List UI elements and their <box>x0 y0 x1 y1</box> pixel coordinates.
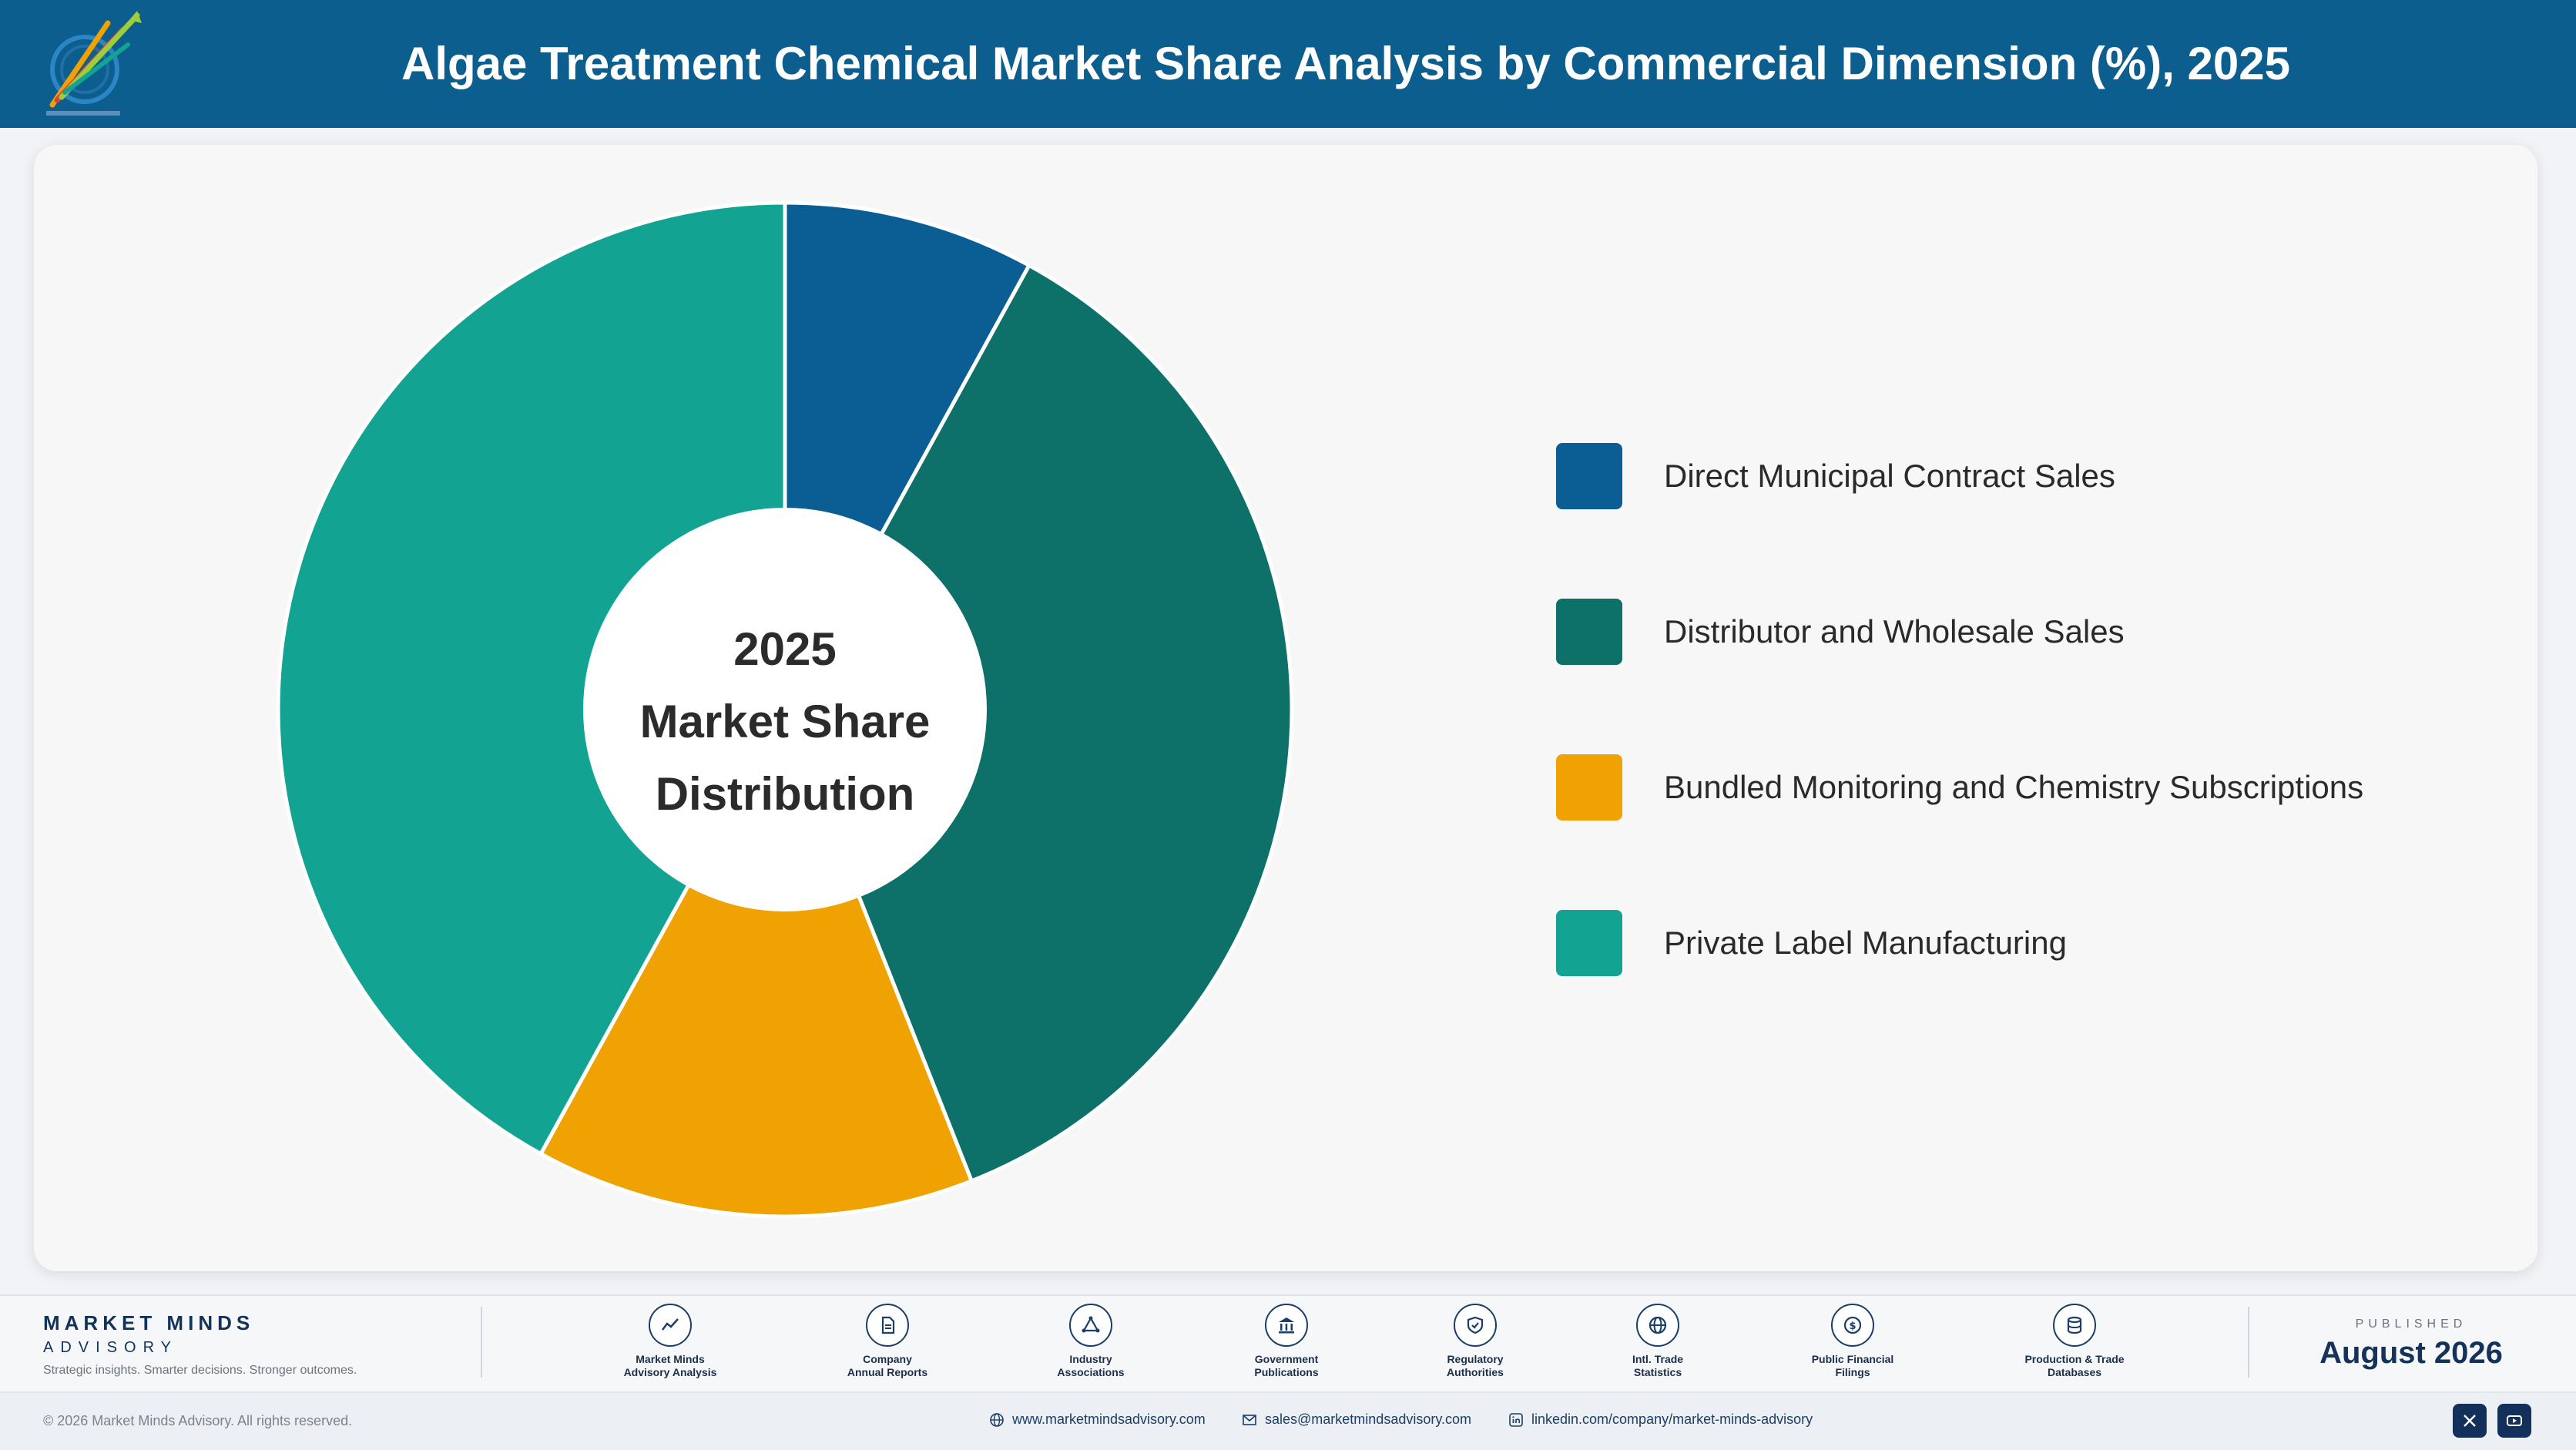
email-text: sales@marketmindsadvisory.com <box>1265 1411 1472 1427</box>
source-public-financial-filings: $ Public Financial Filings <box>1776 1304 1930 1379</box>
legend-label: Bundled Monitoring and Chemistry Subscri… <box>1664 769 2364 805</box>
chart-legend: Direct Municipal Contract Sales Distribu… <box>1556 443 2363 1066</box>
linkedin-icon <box>1509 1412 1523 1427</box>
source-company-reports: Company Annual Reports <box>810 1304 964 1379</box>
bottom-bar: © 2026 Market Minds Advisory. All rights… <box>0 1393 2576 1450</box>
source-regulatory-authorities: Regulatory Authorities <box>1398 1304 1552 1379</box>
copyright-text: © 2026 Market Minds Advisory. All rights… <box>43 1413 353 1428</box>
source-label-line2: Advisory Analysis <box>623 1366 717 1378</box>
source-label-line2: Associations <box>1057 1366 1125 1378</box>
source-label-line1: Intl. Trade <box>1632 1353 1684 1365</box>
source-trade-statistics: Intl. Trade Statistics <box>1581 1304 1735 1379</box>
legend-swatch <box>1556 754 1622 821</box>
source-label-line2: Databases <box>2047 1366 2102 1378</box>
document-icon <box>866 1304 909 1347</box>
center-label-line3: Distribution <box>656 768 915 820</box>
source-label-line2: Filings <box>1835 1366 1870 1378</box>
globe-icon <box>1636 1304 1679 1347</box>
legend-label: Private Label Manufacturing <box>1664 925 2067 961</box>
email-link[interactable]: sales@marketmindsadvisory.com <box>1242 1411 1471 1428</box>
source-label-line1: Government <box>1254 1353 1319 1365</box>
youtube-icon <box>2507 1415 2522 1426</box>
source-market-minds-analysis: Market Minds Advisory Analysis <box>593 1304 747 1379</box>
page-title: Algae Treatment Chemical Market Share An… <box>401 38 2291 89</box>
brand-name: MARKET MINDS <box>43 1311 255 1334</box>
brand-subtitle: ADVISORY <box>43 1339 178 1356</box>
linkedin-text: linkedin.com/company/market-minds-adviso… <box>1531 1411 1813 1427</box>
source-production-trade-databases: Production & Trade Databases <box>1997 1304 2152 1379</box>
donut-chart: 2025 Market Share Distribution <box>276 200 1294 1219</box>
source-label-line1: Regulatory <box>1447 1353 1504 1365</box>
globe-icon <box>990 1412 1004 1427</box>
company-logo <box>46 11 142 116</box>
trend-chart-icon <box>649 1304 692 1347</box>
legend-item-bundled-monitoring: Bundled Monitoring and Chemistry Subscri… <box>1556 754 2363 821</box>
website-link[interactable]: www.marketmindsadvisory.com <box>989 1411 1206 1428</box>
source-industry-associations: Industry Associations <box>1014 1304 1168 1379</box>
donut-slice-private-label-manufacturing <box>276 200 787 1157</box>
database-icon <box>2053 1304 2096 1347</box>
source-government-publications: Government Publications <box>1209 1304 1363 1379</box>
divider <box>2248 1307 2249 1378</box>
source-label-line1: Company <box>863 1353 912 1365</box>
legend-swatch <box>1556 910 1622 976</box>
shield-check-icon <box>1454 1304 1497 1347</box>
mail-icon <box>1243 1414 1256 1425</box>
donut-slice-distributor-and-wholesale-sales <box>783 262 1294 1184</box>
website-text: www.marketmindsadvisory.com <box>1012 1411 1206 1427</box>
source-label-line2: Publications <box>1254 1366 1319 1378</box>
legend-swatch <box>1556 599 1622 665</box>
footer: MARKET MINDS ADVISORY Strategic insights… <box>0 1294 2576 1393</box>
linkedin-link[interactable]: linkedin.com/company/market-minds-adviso… <box>1508 1411 1813 1428</box>
source-label-line1: Industry <box>1069 1353 1112 1365</box>
center-label-line2: Market Share <box>640 696 931 747</box>
government-building-icon <box>1265 1304 1308 1347</box>
legend-item-private-label: Private Label Manufacturing <box>1556 910 2363 976</box>
x-logo-icon <box>2464 1415 2476 1427</box>
donut-slice-bundled-monitoring-and-chemistry-subscriptions <box>538 705 974 1219</box>
legend-label: Distributor and Wholesale Sales <box>1664 613 2125 649</box>
dollar-coin-icon: $ <box>1831 1304 1874 1347</box>
source-label-line2: Authorities <box>1447 1366 1504 1378</box>
legend-item-distributor-wholesale: Distributor and Wholesale Sales <box>1556 599 2363 665</box>
published-label: PUBLISHED <box>2355 1317 2467 1331</box>
divider <box>481 1307 482 1378</box>
donut-hole <box>583 508 987 911</box>
svg-text:$: $ <box>1849 1321 1856 1332</box>
center-label-year: 2025 <box>733 623 836 675</box>
legend-label: Direct Municipal Contract Sales <box>1664 458 2115 494</box>
youtube-social-button[interactable] <box>2497 1404 2531 1438</box>
header-bar: Algae Treatment Chemical Market Share An… <box>0 0 2576 128</box>
legend-swatch <box>1556 443 1622 509</box>
published-date: August 2026 <box>2319 1336 2503 1370</box>
x-social-button[interactable] <box>2453 1404 2487 1438</box>
network-icon <box>1069 1304 1112 1347</box>
source-label-line1: Market Minds <box>636 1353 705 1365</box>
source-label-line2: Statistics <box>1633 1366 1682 1378</box>
brand-tagline: Strategic insights. Smarter decisions. S… <box>43 1364 357 1377</box>
source-label-line1: Public Financial <box>1811 1353 1894 1365</box>
source-label-line1: Production & Trade <box>2024 1353 2125 1365</box>
source-label-line2: Annual Reports <box>847 1366 928 1378</box>
legend-item-direct-municipal: Direct Municipal Contract Sales <box>1556 443 2363 509</box>
